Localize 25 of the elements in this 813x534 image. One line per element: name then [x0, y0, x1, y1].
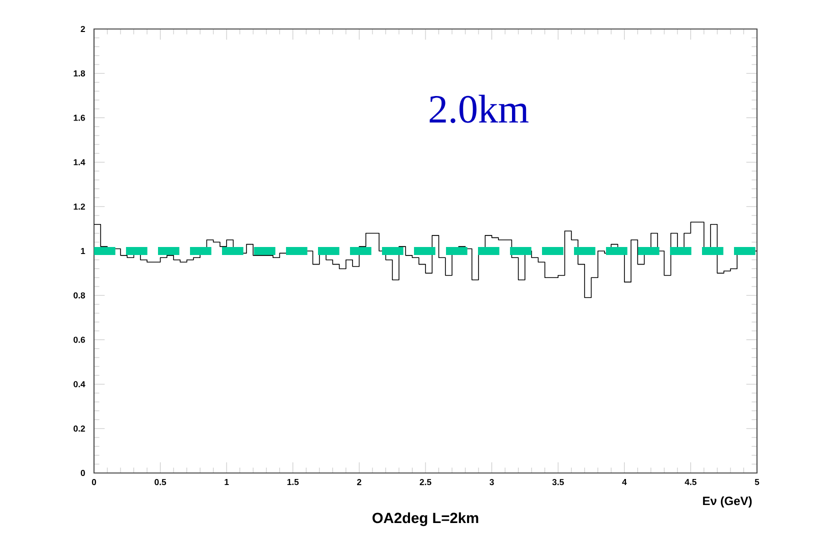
y-tick-label: 1.4 [74, 159, 86, 166]
x-tick-label: 1 [224, 479, 229, 485]
y-tick-label: 1 [81, 248, 86, 254]
y-tick-label: 1.6 [74, 114, 85, 121]
x-tick-label: 3.5 [552, 479, 564, 486]
x-tick-label: 0 [92, 479, 96, 486]
x-tick-label: 2 [357, 479, 362, 486]
x-tick-label: 1.5 [287, 479, 299, 486]
y-tick-label: 0.6 [74, 336, 85, 343]
x-tick-label: 3 [490, 479, 494, 486]
y-tick-label: 0 [80, 470, 85, 476]
annotation: 2.0km [430, 94, 528, 124]
x-tick-label: 4.5 [684, 479, 696, 486]
x-tick-label: 4 [622, 479, 627, 485]
x-tick-label: 0.5 [154, 479, 166, 486]
x-axis-title: Eν (GeV) [703, 496, 752, 508]
y-tick-label: 0.2 [74, 426, 85, 432]
y-tick-label: 1.2 [74, 204, 85, 210]
y-tick-label: 0.8 [74, 292, 86, 298]
y-tick-label: 2 [80, 26, 85, 32]
x-tick-label: 2.5 [420, 479, 432, 486]
text: OA2deg L=2km [372, 512, 478, 526]
y-tick-label: 1.8 [74, 70, 86, 76]
x-tick-label: 5 [754, 479, 760, 486]
y-tick-label: 0.4 [74, 381, 86, 388]
